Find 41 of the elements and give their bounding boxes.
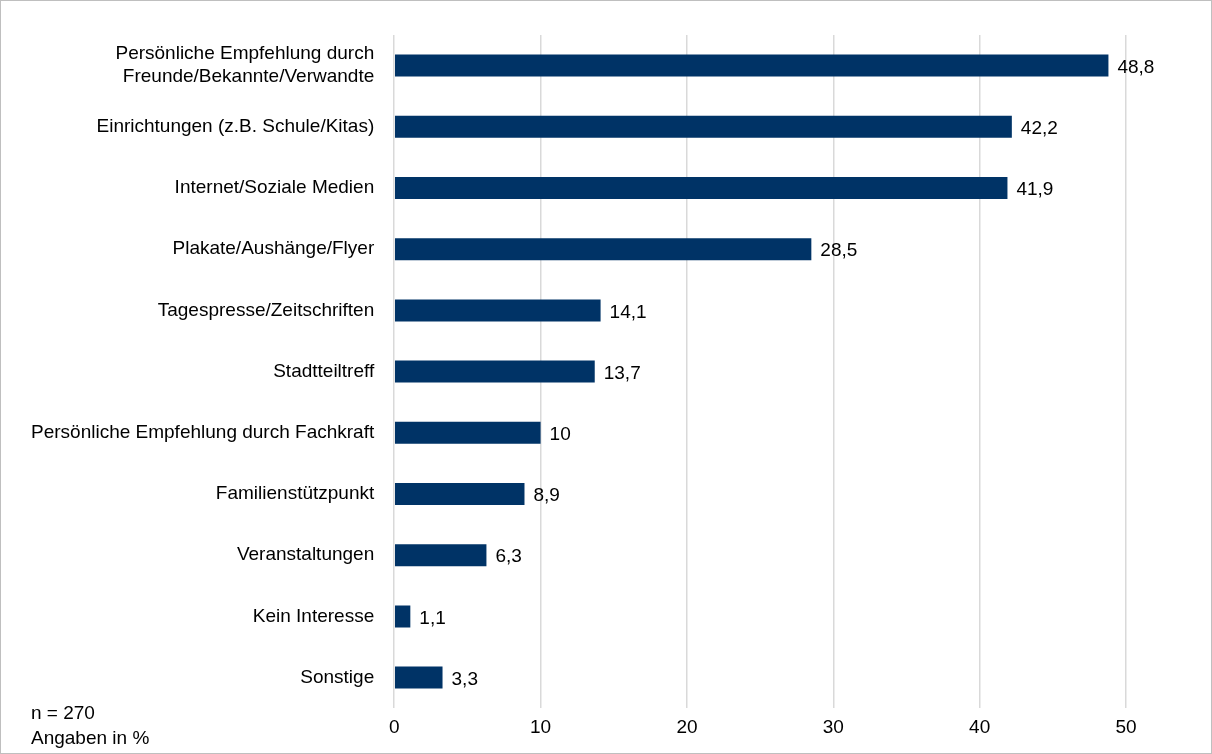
text: n = 270 (31, 702, 95, 723)
x-tick-label: 20 (676, 715, 698, 737)
data-label: 8,9 (533, 484, 560, 506)
bar (394, 482, 525, 506)
data-label: 48,8 (1117, 55, 1155, 77)
bar (394, 666, 443, 689)
data-label: 41,9 (1016, 178, 1054, 200)
data-label: 13,7 (603, 361, 641, 383)
bar (394, 360, 595, 383)
x-tick-label: 40 (969, 715, 991, 737)
bar (394, 115, 1012, 138)
bar (394, 54, 1109, 77)
y-tick-label: Familienstützpunkt (215, 482, 375, 504)
y-tick-label: Tagespresse/Zeitschriften (157, 298, 375, 320)
y-tick-label: Persönliche Empfehlung durch Freunde/Bekannte/Verwandte (115, 42, 375, 87)
text: Angaben in % (31, 727, 150, 748)
data-label: 3,3 (451, 667, 478, 689)
x-tick-label: 50 (1115, 715, 1137, 737)
y-tick-label: Persönliche Empfehlung durch Fachkraft (31, 421, 375, 443)
data-label: 14,1 (609, 300, 647, 322)
bar (394, 605, 411, 628)
data-label: 42,2 (1020, 117, 1058, 139)
y-tick-label: Einrichtungen (z.B. Schule/Kitas) (96, 115, 375, 137)
data-label: 10 (549, 423, 571, 445)
bar (394, 299, 601, 322)
x-tick-label: 0 (388, 715, 400, 737)
bar (394, 176, 1008, 200)
y-tick-label: Plakate/Aushänge/Flyer (172, 237, 375, 259)
y-tick-label: Stadtteiltreff (273, 359, 375, 381)
y-tick-label: Veranstaltungen (236, 543, 375, 565)
y-tick-label: Internet/Soziale Medien (174, 176, 375, 198)
bar (394, 544, 487, 567)
y-tick-label: Sonstige (300, 665, 375, 687)
x-tick-label: 10 (530, 715, 552, 737)
data-label: 6,3 (495, 545, 522, 567)
y-tick-label: Kein Interesse (252, 604, 375, 626)
bar (394, 421, 541, 444)
data-label: 28,5 (820, 239, 858, 261)
x-tick-label: 30 (822, 715, 844, 737)
data-label: 1,1 (419, 606, 446, 628)
bar (394, 238, 812, 261)
